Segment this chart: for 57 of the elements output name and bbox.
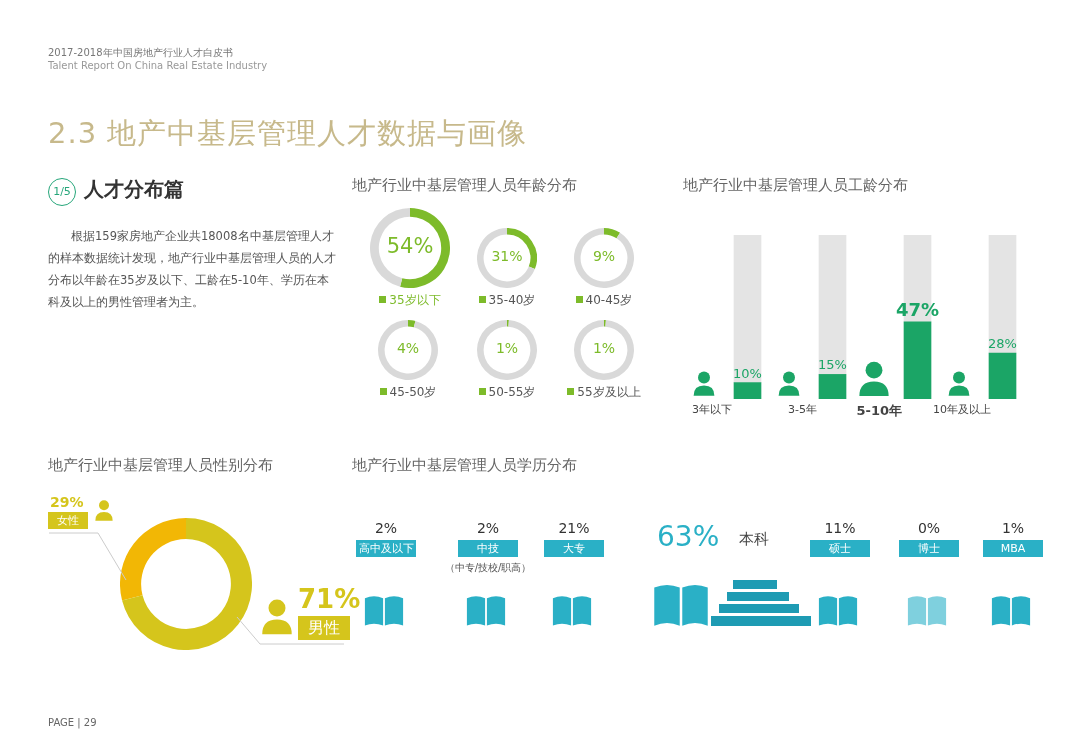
bar	[988, 352, 1017, 399]
data-label: 2%	[475, 520, 501, 536]
category-label: MBA	[983, 540, 1043, 557]
category-label: 大专	[544, 540, 604, 557]
bar	[903, 321, 932, 399]
text: PAGE | 29	[48, 717, 97, 728]
slice-label: 女性	[48, 512, 88, 529]
legend-label: 55岁及以上	[576, 384, 642, 401]
category-label: 3-5年	[788, 403, 817, 416]
data-label: 63%	[657, 520, 720, 553]
data-label: 0%	[916, 520, 942, 536]
text: 地产行业中基层管理人员学历分布	[352, 456, 577, 475]
text: （中专/技校/职高）	[443, 561, 533, 575]
chart-title: 地产行业中基层管理人员年龄分布	[352, 176, 577, 195]
legend-label: 男性	[298, 616, 350, 640]
bar	[988, 235, 1017, 354]
data-label: 2%	[373, 520, 399, 536]
text: 2.3 地产中基层管理人才数据与画像	[48, 115, 528, 152]
bar	[733, 382, 762, 399]
data-label: 15%	[817, 357, 848, 374]
bar	[733, 235, 762, 383]
data-label: 21%	[557, 520, 591, 536]
legend-label: 50-55岁	[487, 384, 537, 401]
data-label: 1%	[591, 340, 617, 356]
data-label: 1%	[1000, 520, 1026, 536]
category-label: 高中及以下	[356, 540, 416, 557]
data-label: 54%	[385, 234, 435, 258]
data-label: 9%	[591, 248, 617, 264]
category-label: 本科	[739, 530, 769, 549]
data-label: 31%	[490, 248, 524, 264]
bar	[818, 374, 847, 399]
data-label: 71%	[298, 584, 361, 614]
data-label: 4%	[395, 340, 421, 356]
category-label: 硕士	[810, 540, 870, 557]
legend-label: 35岁以下	[388, 292, 442, 309]
data-label: 11%	[823, 520, 857, 536]
text: 根据159家房地产企业共18008名中基层管理人才的样本数据统计发现，地产行业中基层管理人员的人才分布以年龄在35岁及以下、工龄在5-10年、学历在本科及以上的男性管理者为主。	[48, 228, 337, 311]
text: 人才分布篇	[84, 176, 184, 203]
chart-title: 地产行业中基层管理人员性别分布	[48, 456, 273, 475]
legend-label: 35-40岁	[487, 292, 537, 309]
category-label: 中技	[458, 540, 518, 557]
data-label: 28%	[987, 336, 1018, 353]
category-label: 5-10年	[856, 403, 902, 418]
text: 2017-2018年中国房地产行业人才白皮书	[48, 46, 233, 60]
data-label: 10%	[732, 365, 763, 382]
text: Talent Report On China Real Estate Industry	[48, 60, 268, 71]
text: 1/5	[48, 178, 76, 206]
bar	[818, 235, 847, 375]
data-label: 29%	[50, 494, 84, 510]
legend-label: 40-45岁	[584, 292, 634, 309]
chart-title: 地产行业中基层管理人员工龄分布	[683, 176, 908, 195]
category-label: 10年及以上	[933, 403, 991, 416]
data-label: 47%	[894, 298, 941, 321]
data-label: 1%	[494, 340, 520, 356]
category-label: 博士	[899, 540, 959, 557]
legend-label: 45-50岁	[388, 384, 438, 401]
category-label: 3年以下	[692, 403, 732, 416]
